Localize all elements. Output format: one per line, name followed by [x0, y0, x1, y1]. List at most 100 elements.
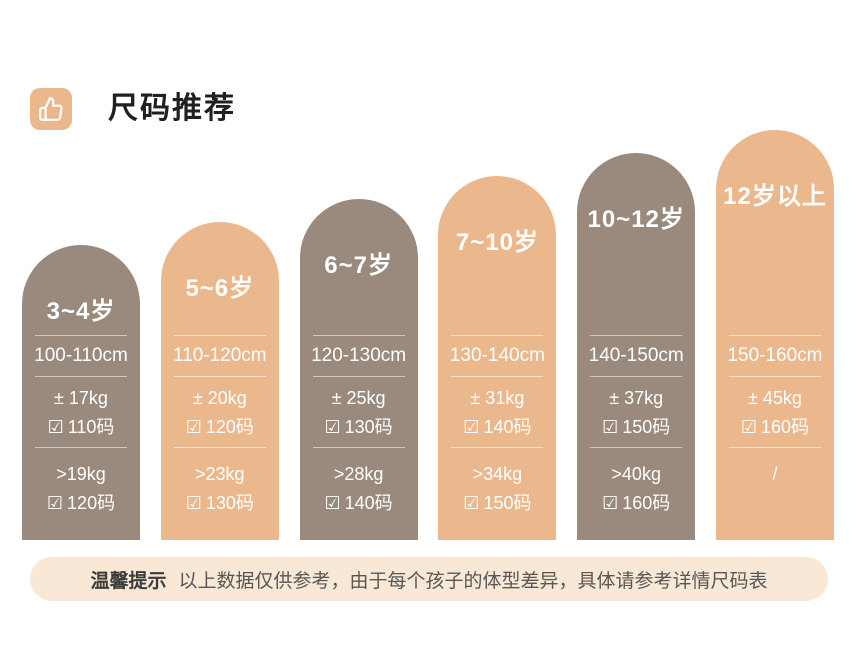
checkbox-icon: ☑ — [463, 492, 480, 513]
size-value: ☑ 120码 — [186, 415, 254, 439]
size-value: ☑ 150码 — [463, 491, 531, 515]
size-label: 130码 — [205, 492, 254, 513]
weight-size-row: / — [716, 448, 834, 540]
divider — [173, 447, 266, 448]
divider — [451, 376, 544, 377]
size-chart: 3~4岁 100-110cm ± 17kg ☑ 110码 >19kg ☑ 120码 … — [22, 130, 834, 540]
size-value: ☑ 150码 — [602, 415, 670, 439]
checkbox-icon: ☑ — [324, 492, 341, 513]
height-range: 100-110cm — [34, 345, 128, 366]
weight-size-row: ± 31kg ☑ 140码 — [438, 377, 556, 447]
divider — [728, 447, 821, 448]
divider — [312, 447, 405, 448]
size-column-6-7: 6~7岁 120-130cm ± 25kg ☑ 130码 >28kg ☑ 140码 — [299, 199, 418, 540]
size-label: 160码 — [761, 416, 810, 437]
size-column-5-6: 5~6岁 110-120cm ± 20kg ☑ 120码 >23kg ☑ 130码 — [160, 222, 279, 540]
weight-size-row: ± 17kg ☑ 110码 — [22, 377, 140, 447]
divider — [35, 335, 127, 336]
checkbox-icon: ☑ — [740, 416, 758, 437]
weight-size-row: >28kg ☑ 140码 — [300, 448, 418, 540]
weight-size-row: >19kg ☑ 120码 — [22, 448, 140, 540]
size-label: 120码 — [67, 492, 116, 513]
divider — [451, 335, 544, 336]
weight-value: ± 20kg — [192, 387, 247, 408]
checkbox-icon: ☑ — [185, 416, 202, 437]
size-value — [773, 491, 777, 515]
divider — [728, 335, 821, 336]
weight-size-row: ± 20kg ☑ 120码 — [161, 377, 279, 447]
size-value: ☑ 130码 — [325, 415, 393, 439]
divider — [173, 376, 266, 377]
weight-size-row: ± 37kg ☑ 150码 — [577, 377, 695, 447]
size-value: ☑ 160码 — [741, 415, 809, 439]
weight-size-row: >23kg ☑ 130码 — [161, 448, 279, 540]
age-label: 12岁以上 — [723, 183, 827, 210]
size-value: ☑ 120码 — [47, 491, 115, 515]
weight-size-row: >34kg ☑ 150码 — [438, 448, 556, 540]
checkbox-icon: ☑ — [463, 416, 480, 437]
weight-value: >40kg — [611, 463, 661, 484]
size-value: ☑ 110码 — [48, 415, 115, 439]
checkbox-icon: ☑ — [324, 416, 341, 437]
size-label: 160码 — [622, 492, 671, 513]
height-range: 130-140cm — [449, 345, 545, 366]
checkbox-icon: ☑ — [602, 492, 619, 513]
divider — [312, 376, 405, 377]
thumbs-up-icon — [30, 88, 72, 130]
height-range: 140-150cm — [588, 345, 684, 366]
size-column-12-plus: 12岁以上 150-160cm ± 45kg ☑ 160码 / — [715, 130, 834, 540]
weight-value: >23kg — [195, 463, 245, 484]
weight-size-row: ± 25kg ☑ 130码 — [300, 377, 418, 447]
size-label: 140码 — [344, 492, 393, 513]
weight-value: ± 25kg — [331, 387, 386, 408]
height-range: 150-160cm — [727, 345, 823, 366]
size-value: ☑ 160码 — [602, 491, 670, 515]
page-title: 尺码推荐 — [108, 92, 236, 125]
footer-note-text: 以上数据仅供参考，由于每个孩子的体型差异，具体请参考详情尺码表 — [178, 570, 768, 592]
age-label: 3~4岁 — [46, 298, 116, 325]
height-range: 110-120cm — [172, 345, 267, 366]
divider — [35, 447, 127, 448]
weight-value: >34kg — [472, 463, 523, 484]
size-value: ☑ 130码 — [186, 491, 254, 515]
weight-value: >28kg — [333, 463, 384, 484]
size-column-3-4: 3~4岁 100-110cm ± 17kg ☑ 110码 >19kg ☑ 120码 — [22, 245, 140, 540]
size-label: 120码 — [205, 416, 254, 437]
age-label: 5~6岁 — [185, 275, 255, 302]
age-label: 6~7岁 — [324, 252, 393, 279]
weight-value: ± 37kg — [609, 387, 664, 408]
divider — [590, 376, 683, 377]
divider — [590, 335, 683, 336]
checkbox-icon: ☑ — [46, 492, 64, 513]
size-value: ☑ 140码 — [463, 415, 531, 439]
divider — [728, 376, 821, 377]
size-column-7-10: 7~10岁 130-140cm ± 31kg ☑ 140码 >34kg ☑ 150码 — [438, 176, 557, 540]
weight-value: ± 31kg — [470, 387, 525, 408]
footer-note-label: 温馨提示 — [90, 570, 167, 592]
divider — [451, 447, 544, 448]
age-label: 10~12岁 — [587, 206, 685, 233]
footer-note: 温馨提示 以上数据仅供参考，由于每个孩子的体型差异，具体请参考详情尺码表 — [30, 557, 828, 601]
size-column-10-12: 10~12岁 140-150cm ± 37kg ☑ 150码 >40kg ☑ 160… — [577, 153, 696, 540]
height-range: 120-130cm — [311, 345, 407, 366]
weight-value: >19kg — [56, 463, 106, 484]
size-value: ☑ 140码 — [325, 491, 393, 515]
weight-value: ± 45kg — [748, 387, 802, 408]
checkbox-icon: ☑ — [47, 416, 64, 437]
weight-value: ± 17kg — [54, 387, 108, 408]
weight-size-row: >40kg ☑ 160码 — [577, 448, 695, 540]
divider — [312, 335, 405, 336]
size-label: 110码 — [67, 416, 115, 437]
weight-value: / — [772, 463, 778, 484]
checkbox-icon: ☑ — [185, 492, 202, 513]
size-label: 150码 — [483, 492, 532, 513]
age-label: 7~10岁 — [455, 229, 539, 256]
size-label: 150码 — [622, 416, 671, 437]
divider — [173, 335, 266, 336]
divider — [590, 447, 683, 448]
checkbox-icon: ☑ — [602, 416, 619, 437]
divider — [35, 376, 127, 377]
size-label: 140码 — [483, 416, 532, 437]
weight-size-row: ± 45kg ☑ 160码 — [716, 377, 834, 447]
size-label: 130码 — [344, 416, 393, 437]
